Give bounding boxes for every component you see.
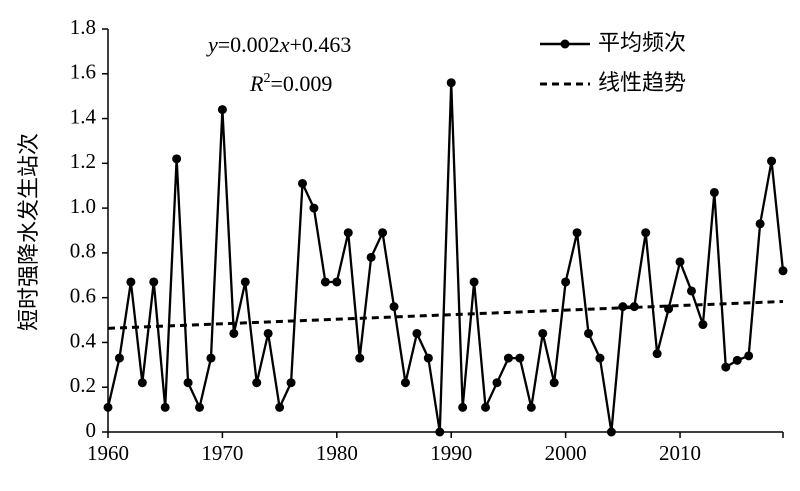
average-frequency-series: [103, 78, 788, 437]
data-point: [515, 353, 525, 363]
data-point: [183, 378, 193, 388]
trend-series: [107, 299, 784, 330]
data-point: [606, 427, 616, 437]
equation-intercept: +0.463: [289, 32, 351, 57]
y-tick-label: 1.8: [70, 15, 96, 39]
data-point: [595, 353, 605, 363]
x-tick-label: 1980: [316, 441, 358, 465]
y-tick-label: 0.6: [70, 283, 96, 307]
y-axis-label: 短时强降水发生站次: [17, 133, 42, 331]
data-point: [332, 277, 342, 287]
data-point: [423, 353, 433, 363]
x-tick-label: 2000: [545, 441, 587, 465]
r-squared-value: =0.009: [270, 71, 332, 96]
y-axis-ticks: 0 0.2 0.4 0.6 0.8 1.0 1.2 1.4 1.6 1.8: [70, 15, 108, 442]
legend-marker-average: [560, 39, 570, 49]
data-point: [709, 187, 719, 197]
data-point: [584, 328, 594, 338]
y-tick-label: 0: [86, 418, 97, 442]
y-tick-label: 0.4: [70, 328, 97, 352]
y-tick-label: 1.2: [70, 149, 96, 173]
data-point: [744, 351, 754, 361]
data-point: [378, 228, 388, 238]
data-point: [252, 378, 262, 388]
data-point: [229, 328, 239, 338]
y-tick-label: 1.4: [70, 104, 97, 128]
data-point: [103, 402, 113, 412]
y-tick-label: 0.2: [70, 373, 96, 397]
data-point: [641, 228, 651, 238]
x-axis-ticks: 1960 1970 1980 1990 2000 2010: [87, 432, 784, 465]
data-point: [767, 156, 777, 166]
x-tick-label: 1970: [201, 441, 243, 465]
r-squared: R2=0.009: [249, 71, 332, 96]
data-point: [469, 277, 479, 287]
data-point: [675, 257, 685, 267]
data-point: [686, 286, 696, 296]
data-point: [206, 353, 216, 363]
trend-line: [107, 299, 784, 330]
y-tick-label: 1.0: [70, 194, 96, 218]
data-point: [481, 402, 491, 412]
data-point: [652, 349, 662, 359]
data-point: [320, 277, 330, 287]
data-point: [732, 355, 742, 365]
data-point: [664, 304, 674, 314]
x-tick-label: 1960: [87, 441, 129, 465]
data-point: [263, 328, 273, 338]
data-point: [572, 228, 582, 238]
data-point: [400, 378, 410, 388]
data-point: [172, 154, 182, 164]
data-point: [217, 105, 227, 115]
data-point: [149, 277, 159, 287]
data-point: [412, 328, 422, 338]
data-point: [526, 402, 536, 412]
equation-y-symbol: y: [206, 32, 218, 57]
data-point: [195, 402, 205, 412]
data-point: [126, 277, 136, 287]
data-point: [549, 378, 559, 388]
data-point: [698, 320, 708, 330]
data-point: [755, 219, 765, 229]
data-point: [721, 362, 731, 372]
data-point: [435, 427, 445, 437]
data-point: [366, 252, 376, 262]
data-point: [389, 302, 399, 312]
series-line: [106, 81, 785, 434]
y-tick-label: 0.8: [70, 239, 96, 263]
data-point: [275, 402, 285, 412]
legend-label-trend: 线性趋势: [598, 71, 686, 96]
data-point: [492, 378, 502, 388]
data-point: [503, 353, 513, 363]
data-point: [538, 328, 548, 338]
x-tick-label: 1990: [430, 441, 472, 465]
data-point: [355, 353, 365, 363]
data-point: [446, 78, 456, 88]
equation-slope: =0.002: [218, 32, 280, 57]
data-point: [618, 302, 628, 312]
data-point: [778, 266, 788, 276]
equation-x-symbol: x: [279, 32, 290, 57]
r-squared-symbol: R: [249, 71, 264, 96]
regression-equation: y=0.002x+0.463: [206, 32, 351, 57]
data-point: [629, 302, 639, 312]
data-point: [343, 228, 353, 238]
data-point: [458, 402, 468, 412]
data-point: [286, 378, 296, 388]
data-point: [160, 402, 170, 412]
data-point: [137, 378, 147, 388]
legend-label-average: 平均频次: [598, 31, 686, 56]
data-point: [297, 178, 307, 188]
axes: [107, 29, 783, 433]
x-tick-label: 2010: [659, 441, 701, 465]
data-point: [561, 277, 571, 287]
data-point: [114, 353, 124, 363]
data-point: [240, 277, 250, 287]
legend: 平均频次 线性趋势: [540, 31, 686, 96]
y-tick-label: 1.6: [70, 60, 96, 84]
r-squared-superscript: 2: [263, 71, 270, 86]
data-point: [309, 203, 319, 213]
